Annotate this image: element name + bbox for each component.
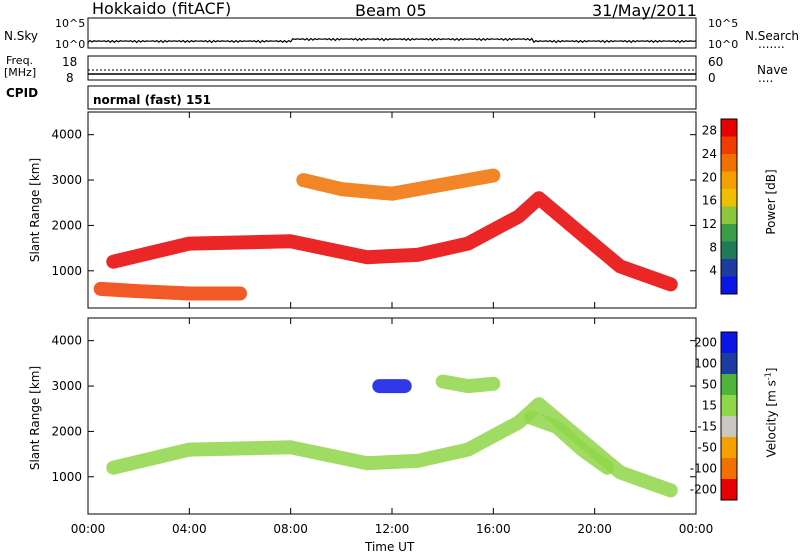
velocity-panel-colorbar-frame [720, 331, 738, 501]
velocity-panel-colorbar-swatch [721, 479, 737, 501]
nsearch-label: N.Search [745, 29, 800, 43]
velocity-panel-colorbar-tick: 50 [702, 378, 717, 392]
velocity-panel-colorbar-swatch [721, 374, 737, 396]
nsky-tick-bottom: 10^0 [55, 38, 86, 51]
power-panel-ytick-label: 3000 [51, 173, 82, 187]
station-title: Hokkaido (fitACF) [92, 0, 232, 18]
freq-tick-bottom: 8 [66, 71, 74, 85]
power-panel-colorbar-swatch [721, 241, 737, 260]
nsky-label: N.Sky [4, 29, 39, 43]
power-panel-colorbar-swatch [721, 224, 737, 242]
velocity-panel-frame [87, 317, 697, 515]
velocity-panel-colorbar-tick: 100 [694, 357, 717, 371]
power-panel-echo-band-1 [93, 281, 247, 301]
x-tick-label: 16:00 [476, 522, 511, 536]
power-panel-colorbar-tick: 20 [702, 170, 717, 184]
power-panel-echo-band-2 [296, 168, 501, 201]
power-panel-ytick-label: 1000 [51, 264, 82, 278]
velocity-panel-colorbar-swatch [721, 416, 737, 438]
power-panel-colorbar-tick: 24 [702, 147, 717, 161]
date-title: 31/May/2011 [592, 1, 697, 20]
nave-label: Nave [757, 63, 788, 77]
velocity-panel-ytick-label: 3000 [51, 379, 82, 393]
nsky-panel [87, 17, 697, 49]
velocity-panel-colorbar-swatch [721, 437, 737, 459]
freq-panel [87, 55, 697, 81]
freq-label-line1: Freq. [6, 54, 34, 67]
power-panel-colorbar-frame [720, 118, 738, 295]
power-panel-colorbar-tick: 12 [702, 217, 717, 231]
power-panel-colorbar-swatch [721, 259, 737, 277]
velocity-panel-echo-band-1 [524, 410, 615, 475]
cpid-panel [87, 85, 697, 110]
x-tick-label: 08:00 [273, 522, 308, 536]
nsearch-tick-top: 10^5 [708, 17, 739, 30]
x-tick-label: 00:00 [679, 522, 714, 536]
power-panel-echo-band-0 [106, 191, 678, 292]
freq-tick-top: 18 [62, 55, 78, 69]
power-panel-ytick-label: 2000 [51, 218, 82, 232]
cpid-label: CPID [6, 86, 39, 100]
nave-tick-bottom: 0 [708, 71, 716, 85]
nave-legend: .... [758, 71, 774, 85]
cpid-value: normal (fast) 151 [93, 93, 211, 107]
power-panel-ytick-label: 4000 [51, 128, 82, 142]
x-tick-label: 20:00 [577, 522, 612, 536]
velocity-panel-colorbar-tick: -15 [697, 420, 717, 434]
power-panel-colorbar-tick: 16 [702, 194, 717, 208]
x-axis-label: Time UT [365, 540, 415, 554]
velocity-panel-colorbar-swatch [721, 332, 737, 354]
velocity-panel-echo-band-2 [435, 374, 501, 394]
nsearch-tick-bottom: 10^0 [708, 38, 739, 51]
velocity-panel-colorbar-swatch [721, 395, 737, 417]
power-panel-colorbar-tick: 8 [709, 240, 717, 254]
x-tick-label: 00:00 [71, 522, 106, 536]
power-panel-frame [87, 111, 697, 309]
velocity-panel-ytick-label: 4000 [51, 334, 82, 348]
power-panel-colorbar-swatch [721, 119, 737, 137]
nsky-tick-top: 10^5 [55, 17, 86, 30]
nsearch-legend: ....... [758, 37, 785, 51]
velocity-panel-colorbar-tick: -100 [690, 462, 717, 476]
velocity-panel-colorbar-tick: -50 [697, 441, 717, 455]
nave-tick-top: 60 [708, 55, 724, 69]
power-panel-colorbar-swatch [721, 189, 737, 207]
velocity-panel-ytick-label: 1000 [51, 470, 82, 484]
power-panel-colorbar-swatch [721, 136, 737, 155]
velocity-panel-colorbar-tick: 15 [702, 399, 717, 413]
power-panel-colorbar-swatch [721, 206, 737, 225]
power-panel-colorbar-tick: 4 [709, 264, 717, 278]
velocity-panel-colorbar-tick: 200 [694, 336, 717, 350]
velocity-panel-colorbar-swatch [721, 353, 737, 375]
x-tick-label: 12:00 [375, 522, 410, 536]
velocity-panel-ytick-label: 2000 [51, 424, 82, 438]
power-panel-colorbar-swatch [721, 276, 737, 295]
nsky-trace [87, 37, 697, 44]
velocity-panel-colorbar-swatch [721, 458, 737, 480]
power-panel-colorbar-tick: 28 [702, 124, 717, 138]
velocity-panel-colorbar-tick: -200 [690, 483, 717, 497]
beam-title: Beam 05 [355, 1, 427, 20]
power-panel-colorbar-swatch [721, 171, 737, 190]
power-panel-colorbar-swatch [721, 154, 737, 172]
x-tick-label: 04:00 [172, 522, 207, 536]
freq-label-line2: [MHz] [4, 66, 37, 79]
